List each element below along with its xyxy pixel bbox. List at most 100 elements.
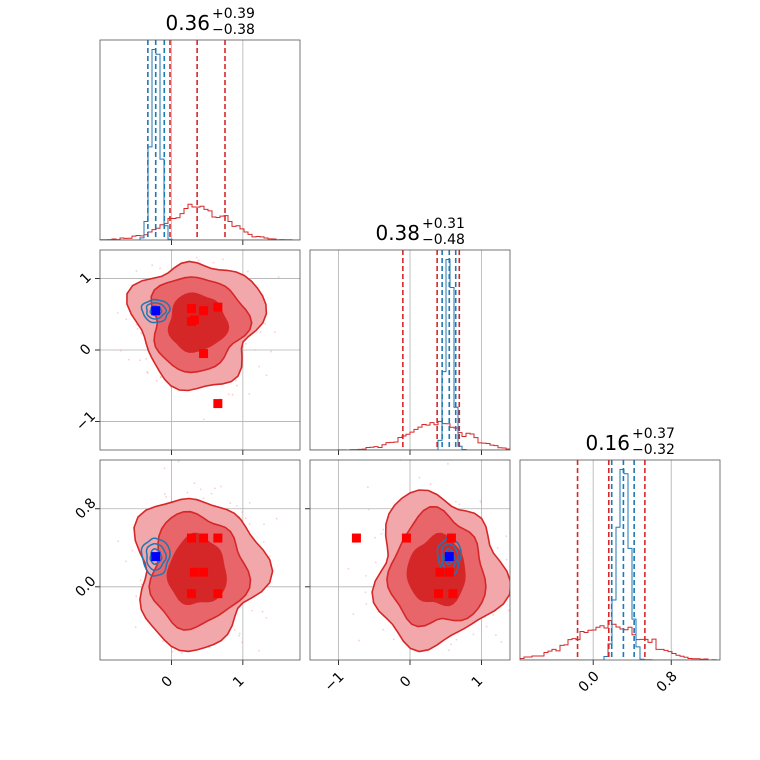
- sample-point: [135, 595, 138, 598]
- x-tick-label-p2-0: 0.0: [576, 668, 603, 695]
- histogram-group-p1: [310, 250, 510, 450]
- sample-point: [241, 511, 244, 514]
- sample-point: [259, 331, 262, 334]
- marker-red-4: [434, 589, 444, 599]
- sample-point: [151, 264, 154, 267]
- sample-point: [248, 501, 251, 504]
- y-tick-label-p1-0: −1: [73, 408, 99, 434]
- marker-red-1: [189, 567, 199, 577]
- title-value-p0: 0.36: [165, 11, 210, 35]
- panel-frame-2-2: [519, 459, 721, 661]
- sample-point: [261, 610, 264, 613]
- title-value-p1: 0.38: [375, 221, 420, 245]
- sample-point: [238, 634, 240, 637]
- sample-point: [382, 528, 385, 531]
- sample-point: [382, 628, 385, 631]
- sample-point: [165, 496, 168, 498]
- panel-frame-2-1: [309, 459, 511, 661]
- sample-point: [347, 567, 350, 570]
- histogram-group-p2: [520, 460, 720, 660]
- sample-point: [450, 643, 452, 646]
- contour-group-p0-p1: [116, 222, 280, 421]
- sample-point: [171, 650, 174, 653]
- sample-point: [155, 222, 157, 224]
- sample-point: [262, 540, 265, 543]
- sample-point: [418, 476, 421, 479]
- sample-point: [364, 591, 367, 594]
- sample-point: [182, 664, 184, 666]
- histogram-group-p0: [100, 40, 300, 240]
- sample-point: [423, 661, 425, 663]
- sample-point: [273, 331, 276, 334]
- x-tick-label-p2-1: 0.8: [654, 668, 681, 695]
- sample-point: [180, 652, 183, 655]
- sample-point: [127, 358, 130, 361]
- sample-point: [275, 517, 278, 520]
- sample-point: [146, 371, 149, 373]
- sample-point: [248, 393, 251, 395]
- sample-point: [241, 641, 243, 644]
- sample-point: [220, 485, 222, 488]
- panel-frame-2-0: [99, 459, 301, 661]
- sample-point: [365, 602, 368, 605]
- sample-point: [210, 492, 213, 495]
- marker-red-6: [448, 589, 458, 599]
- marker-red-3: [351, 533, 361, 543]
- sample-point: [265, 616, 268, 619]
- contour-group-p0-p2: [117, 460, 278, 703]
- marker-red-4: [186, 589, 196, 599]
- sample-point: [125, 318, 128, 321]
- sample-point: [131, 549, 134, 552]
- histogram-red-p0: [100, 203, 300, 240]
- sample-point: [264, 322, 267, 325]
- sample-point: [119, 349, 122, 352]
- marker-red-5: [199, 567, 209, 577]
- sample-point: [449, 673, 451, 675]
- marker-blue: [444, 552, 454, 562]
- title-value-p2: 0.16: [585, 431, 630, 455]
- marker-red-4: [186, 316, 196, 326]
- sample-point: [134, 626, 137, 629]
- sample-point: [448, 649, 450, 652]
- contour-group-p1-p2: [347, 460, 510, 705]
- marker-blue: [151, 306, 161, 316]
- sample-point: [214, 487, 216, 490]
- sample-point: [177, 460, 180, 463]
- title-minus-p1: −0.48: [422, 232, 465, 248]
- sample-point: [160, 376, 162, 378]
- marker-red-5: [199, 306, 209, 316]
- marker-red-3: [213, 533, 223, 543]
- sample-point: [265, 374, 268, 377]
- title-plus-p1: +0.31: [422, 216, 465, 232]
- sample-point: [116, 312, 119, 314]
- sample-point: [458, 503, 461, 506]
- x-tick-label-p1-2: 1: [469, 673, 487, 691]
- sample-point: [209, 662, 211, 664]
- sample-point: [135, 270, 138, 273]
- sample-point: [185, 701, 187, 703]
- marker-red-2: [199, 533, 209, 543]
- sample-point: [222, 662, 224, 664]
- sample-point: [248, 523, 251, 525]
- sample-point: [139, 579, 142, 582]
- sample-point: [155, 379, 158, 382]
- sample-point: [139, 359, 141, 362]
- contour-blue-p0-p2-1: [145, 542, 168, 571]
- sample-point: [244, 517, 247, 520]
- sample-point: [251, 609, 254, 612]
- sample-point: [235, 384, 238, 387]
- sample-point: [238, 632, 241, 635]
- marker-blue: [151, 552, 161, 562]
- sample-point: [231, 672, 233, 674]
- sample-point: [197, 259, 200, 261]
- panel-frame-1-0: [99, 249, 301, 451]
- sample-point: [485, 625, 488, 628]
- sample-point: [192, 666, 194, 668]
- x-tick-label-p1-0: −1: [322, 669, 348, 695]
- sample-point: [439, 703, 441, 705]
- sample-point: [159, 267, 161, 270]
- sample-point: [186, 491, 189, 494]
- marker-red-5: [444, 567, 454, 577]
- sample-point: [163, 467, 166, 470]
- sample-point: [258, 365, 260, 368]
